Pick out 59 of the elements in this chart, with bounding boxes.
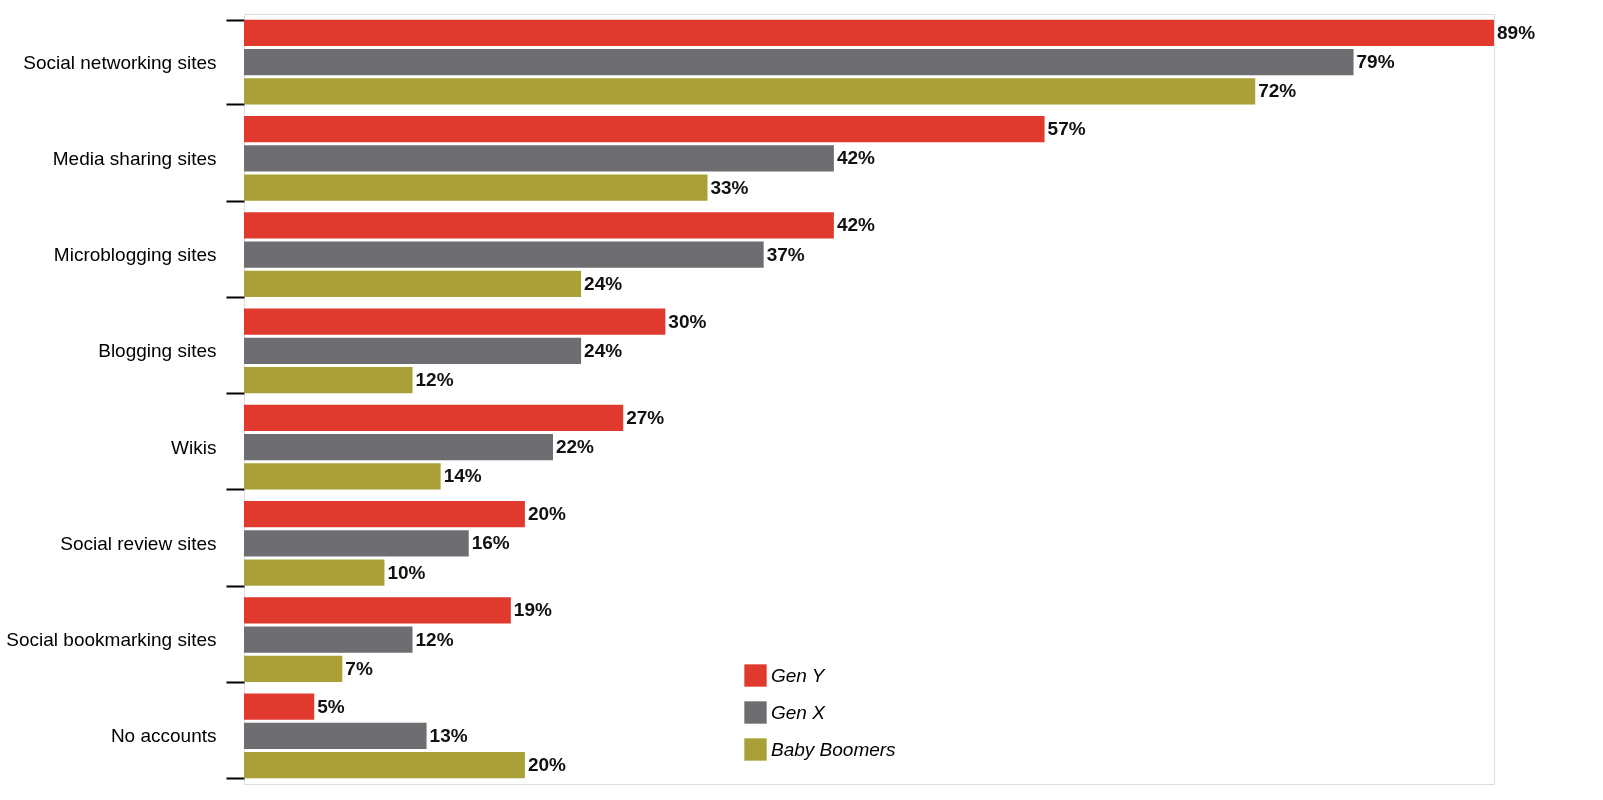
data-label: 37% bbox=[766, 243, 805, 265]
legend-label: Gen X bbox=[771, 701, 827, 723]
bar bbox=[244, 693, 315, 720]
bar bbox=[244, 145, 834, 172]
data-label: 16% bbox=[471, 532, 510, 554]
bar bbox=[244, 433, 553, 461]
data-label: 12% bbox=[415, 369, 454, 391]
bar bbox=[244, 463, 441, 490]
y-tick-label: Microblogging sites bbox=[53, 244, 217, 266]
bar bbox=[244, 559, 385, 586]
data-label: 42% bbox=[836, 214, 876, 236]
legend-label: Gen Y bbox=[771, 664, 826, 686]
data-label: 79% bbox=[1356, 51, 1395, 73]
data-label: 89% bbox=[1497, 21, 1536, 43]
bar bbox=[244, 48, 1354, 76]
bar bbox=[244, 116, 1045, 143]
data-label: 22% bbox=[555, 436, 595, 458]
data-label: 12% bbox=[415, 628, 454, 650]
data-label: 24% bbox=[584, 339, 623, 361]
bar bbox=[244, 751, 525, 779]
bar bbox=[244, 19, 1494, 47]
bar bbox=[244, 241, 764, 268]
data-label: 72% bbox=[1258, 80, 1297, 102]
data-label: 33% bbox=[710, 176, 749, 198]
data-label: 13% bbox=[429, 724, 468, 746]
y-tick-label: Social networking sites bbox=[23, 51, 217, 73]
bar bbox=[244, 722, 427, 750]
data-label: 10% bbox=[387, 561, 426, 583]
data-label: 20% bbox=[527, 754, 567, 776]
y-tick-label: Blogging sites bbox=[98, 340, 217, 362]
data-label: 24% bbox=[584, 272, 623, 294]
data-label: 57% bbox=[1047, 118, 1086, 140]
bar bbox=[244, 308, 666, 335]
bar bbox=[244, 270, 582, 297]
data-label: 27% bbox=[626, 406, 665, 428]
y-tick-label: Social bookmarking sites bbox=[6, 629, 217, 651]
data-label: 20% bbox=[527, 503, 567, 525]
data-label: 42% bbox=[836, 147, 876, 169]
bar bbox=[244, 212, 834, 239]
bar bbox=[244, 597, 511, 624]
legend-label: Baby Boomers bbox=[771, 738, 897, 760]
bar bbox=[244, 78, 1256, 105]
y-tick-label: Media sharing sites bbox=[52, 147, 217, 169]
y-tick-label: No accounts bbox=[110, 725, 217, 747]
y-tick-label: Wikis bbox=[171, 436, 217, 458]
bar bbox=[244, 366, 413, 394]
data-label: 5% bbox=[317, 695, 345, 717]
bar bbox=[244, 626, 413, 653]
data-label: 7% bbox=[345, 657, 373, 679]
bar bbox=[244, 530, 469, 557]
data-label: 30% bbox=[668, 310, 707, 332]
data-label: 14% bbox=[443, 465, 482, 487]
bar bbox=[244, 655, 343, 682]
bar bbox=[244, 174, 708, 201]
y-tick-label: Social review sites bbox=[60, 532, 217, 554]
bar bbox=[244, 404, 624, 432]
data-label: 19% bbox=[513, 599, 552, 621]
bar bbox=[244, 337, 582, 365]
bar bbox=[244, 501, 525, 528]
